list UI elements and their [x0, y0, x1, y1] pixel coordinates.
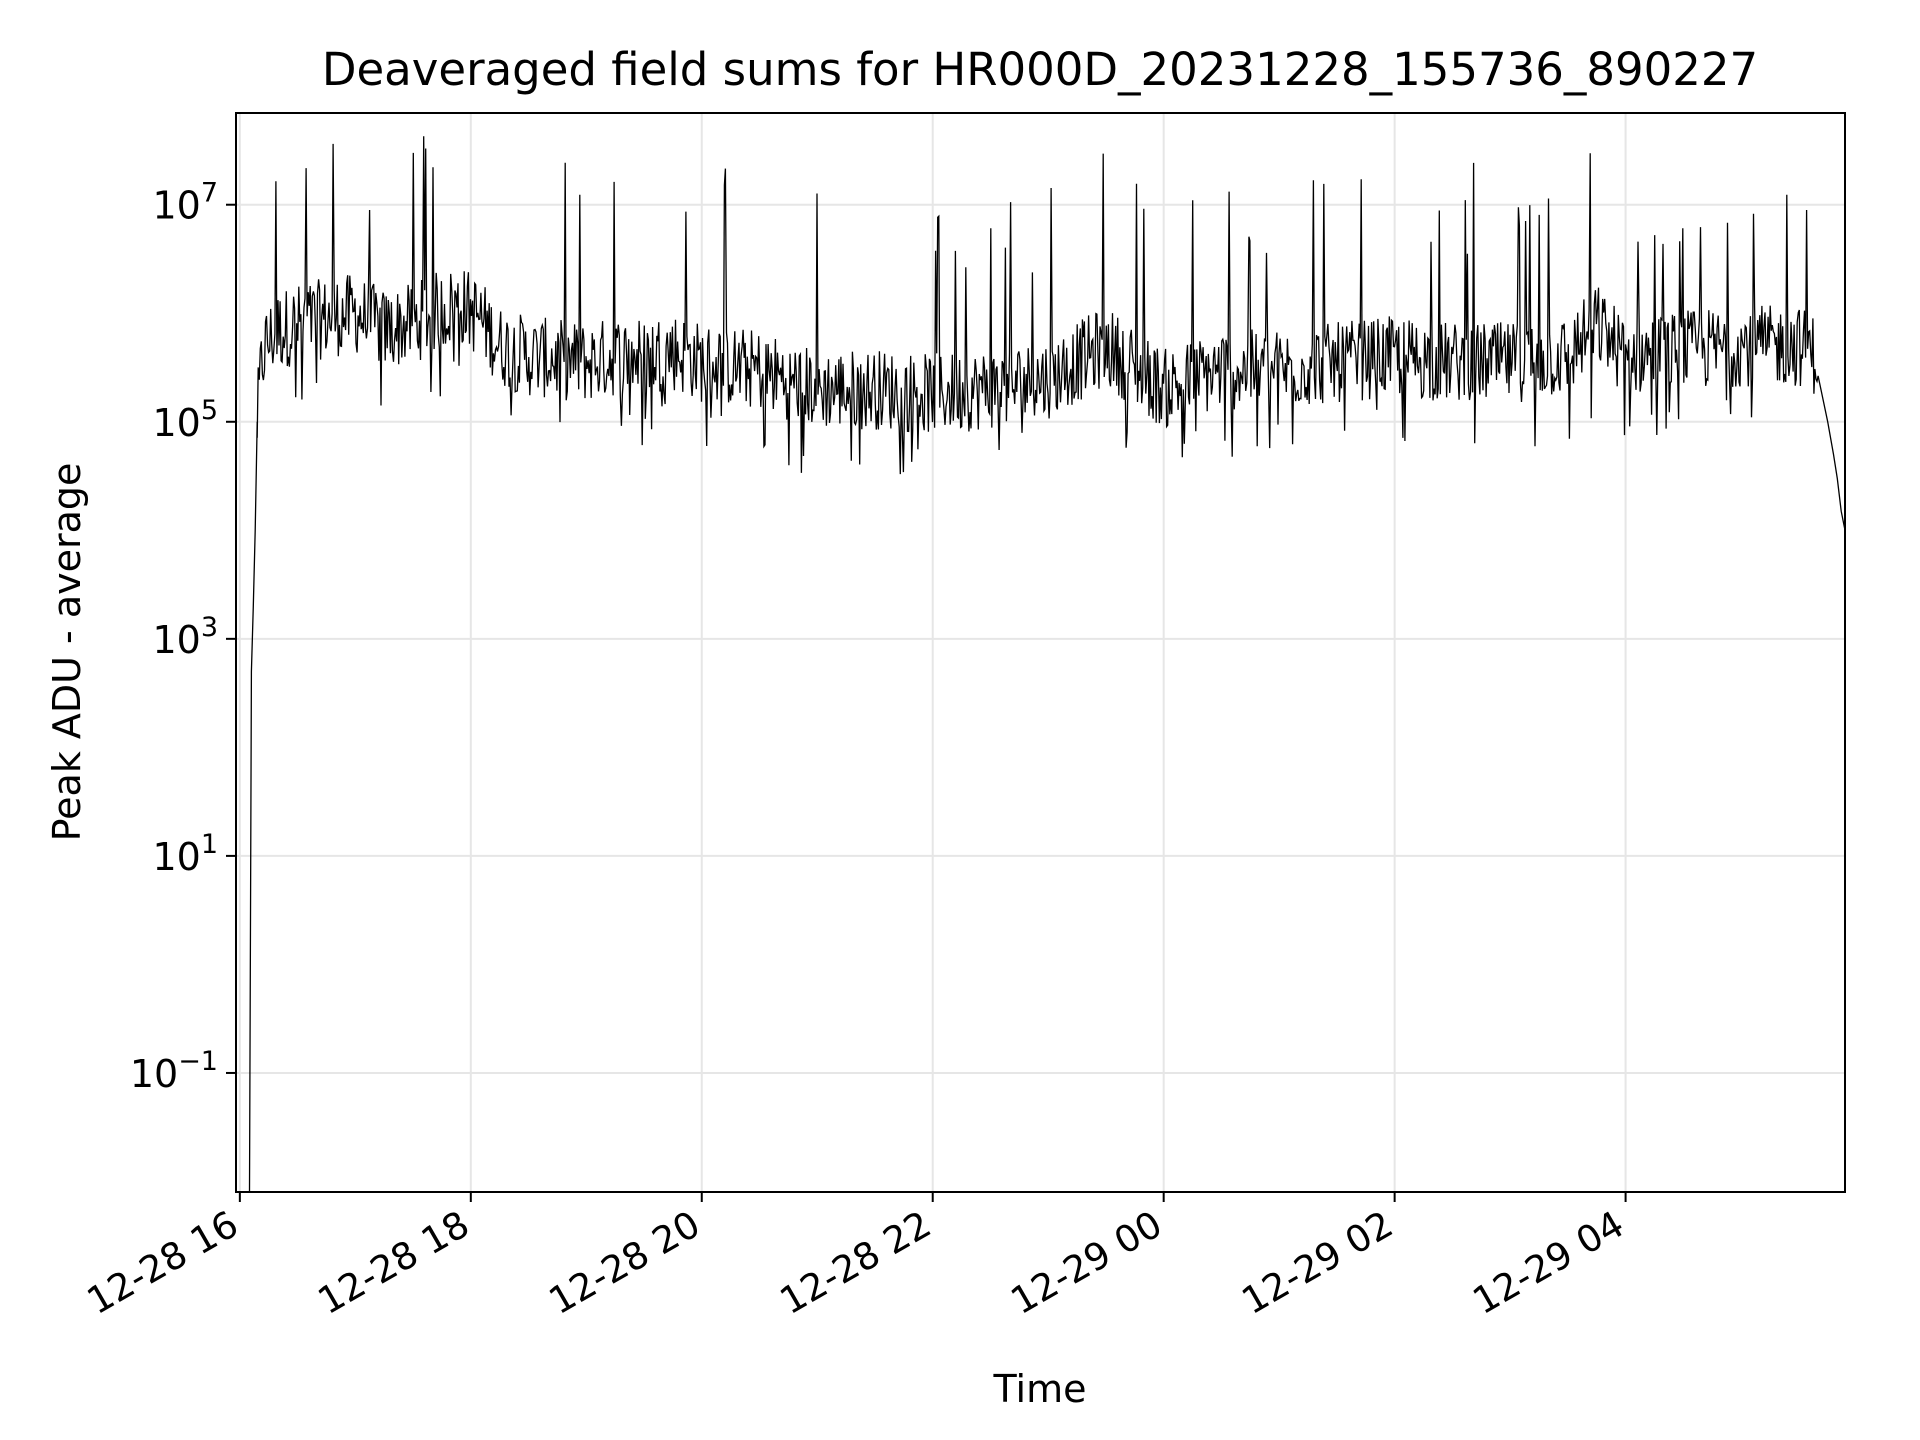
plot-frame — [235, 112, 1846, 1193]
series-layer — [248, 136, 1846, 1193]
y-tick-label: 101 — [152, 829, 218, 879]
y-tick-label: 103 — [152, 612, 218, 662]
y-tick-label: 10−1 — [130, 1046, 218, 1096]
x-axis-label: Time — [993, 1367, 1087, 1411]
y-tick-label: 107 — [152, 178, 218, 228]
grid-lines — [236, 113, 1845, 1192]
x-tick-label: 12-29 02 — [1235, 1203, 1401, 1323]
x-axis: 12-28 16 12-28 18 12-28 20 12-28 22 12-29 00… — [80, 1192, 1631, 1323]
x-tick-label: 12-28 20 — [542, 1203, 708, 1323]
data-series-line — [248, 136, 1846, 1193]
y-axis-label: Peak ADU - average — [45, 463, 89, 842]
y-axis: 10−1 101 103 105 107 — [130, 178, 236, 1096]
x-tick-label: 12-29 04 — [1466, 1203, 1632, 1323]
x-tick-label: 12-28 16 — [80, 1203, 246, 1323]
x-tick-label: 12-29 00 — [1004, 1203, 1170, 1323]
chart-title: Deaveraged field sums for HR000D_2023122… — [322, 43, 1758, 96]
y-tick-label: 105 — [152, 395, 218, 445]
x-tick-label: 12-28 22 — [773, 1203, 939, 1323]
x-tick-label: 12-28 18 — [311, 1203, 477, 1323]
